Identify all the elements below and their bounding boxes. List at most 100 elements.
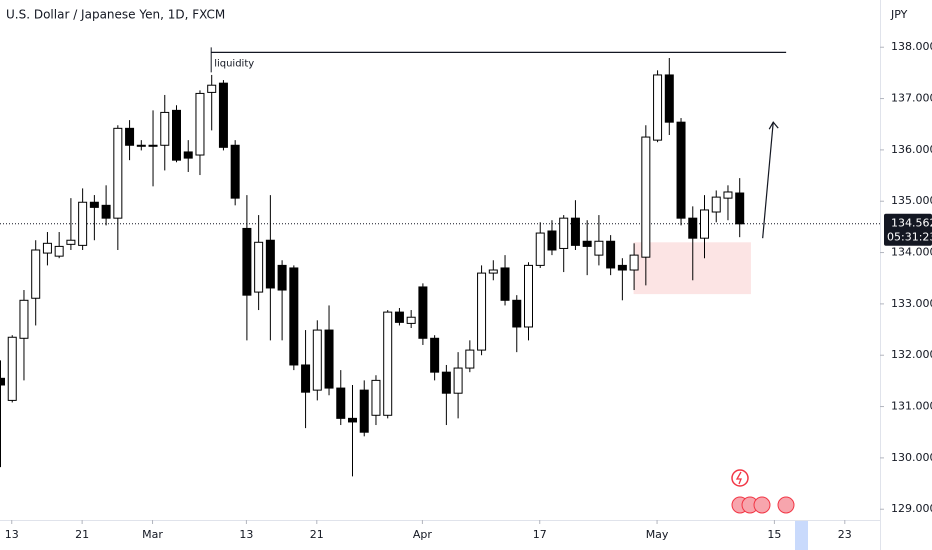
candle-body [31, 249, 41, 299]
candle-body [277, 264, 287, 291]
candle-body [606, 240, 616, 269]
y-tick-label: 131.000 [891, 400, 932, 413]
candle-body [688, 217, 698, 239]
candle-body [617, 264, 627, 271]
countdown-label: 05:31:23 [887, 231, 932, 244]
candle-body [254, 241, 264, 293]
candle-body [78, 201, 88, 246]
candle-body [465, 349, 475, 369]
candle-body [301, 364, 311, 393]
candle-body [535, 232, 545, 266]
icon-glyph [735, 471, 742, 485]
arrow-line [762, 122, 774, 239]
candle-body [54, 245, 64, 257]
candle-body [136, 144, 146, 147]
x-tick-label: May [646, 528, 669, 541]
time-axis-highlight [795, 521, 808, 550]
candle-body [195, 92, 205, 156]
candle-body [0, 377, 5, 386]
candle-body [101, 204, 111, 219]
candle-body [453, 367, 463, 394]
liquidity-label: liquidity [214, 58, 254, 69]
candle-body [441, 371, 451, 394]
candle-body [7, 336, 17, 401]
x-tick-label: Apr [413, 528, 433, 541]
x-tick-label: 15 [767, 528, 781, 541]
candle-body [524, 264, 533, 328]
indicator-icons [731, 469, 795, 514]
candle-body [477, 272, 487, 351]
candle-body [172, 109, 181, 161]
x-tick-label: 13 [239, 528, 253, 541]
candle-body [113, 127, 123, 219]
candle-body [336, 387, 346, 419]
icon[interactable] [731, 469, 749, 487]
candle-body [160, 111, 170, 146]
x-tick-label: Mar [142, 528, 163, 541]
last-price-box [884, 213, 932, 246]
currency-label: JPY [890, 8, 908, 21]
x-tick-label: 23 [838, 528, 852, 541]
y-tick-label: 129.000 [891, 502, 932, 515]
candle-body [383, 311, 393, 416]
candle-body [488, 269, 498, 274]
icon[interactable] [777, 496, 795, 514]
candle-body [629, 254, 639, 271]
plot-area: liquidity [0, 47, 880, 477]
candle-body [711, 196, 721, 213]
candle-body [125, 127, 135, 146]
candle-body [19, 299, 29, 339]
x-tick-label: 13 [5, 528, 19, 541]
candle-body [664, 74, 674, 123]
last-price-label: 134.562 [891, 217, 932, 230]
candle-body [183, 151, 193, 159]
candle-body [735, 192, 745, 225]
candle-body [512, 299, 522, 328]
candle-body [653, 74, 663, 141]
candle-body [42, 242, 52, 254]
y-tick-label: 136.000 [891, 143, 932, 156]
candle-body [359, 389, 369, 433]
candle-body [207, 84, 217, 93]
x-tick-label: 21 [310, 528, 324, 541]
candle-body [89, 201, 99, 208]
y-tick-label: 138.000 [891, 40, 932, 53]
candle-body [394, 311, 404, 323]
candle-body [406, 316, 416, 324]
candle-body [324, 329, 334, 389]
y-tick-label: 133.000 [891, 297, 932, 310]
candle-body [148, 144, 158, 147]
y-tick-label: 135.000 [891, 194, 932, 207]
candle-body [348, 417, 357, 423]
y-tick-label: 130.000 [891, 451, 932, 464]
candle-body [582, 240, 592, 247]
demand-zone [633, 242, 751, 295]
candle-body [500, 267, 510, 301]
icon[interactable] [753, 496, 771, 514]
x-tick-label: 21 [75, 528, 89, 541]
candle-body [700, 209, 709, 239]
candle-body [676, 121, 686, 219]
candle-body [418, 286, 428, 339]
candle-body [594, 240, 604, 256]
chart-title: U.S. Dollar / Japanese Yen, 1D, FXCM [6, 8, 225, 22]
y-tick-label: 132.000 [891, 348, 932, 361]
candle-body [641, 136, 651, 258]
candle-body [242, 227, 252, 296]
price-axis-border [880, 0, 881, 550]
candle-body [723, 191, 733, 199]
candle-body [371, 379, 381, 416]
candle-body [430, 337, 440, 373]
y-tick-label: 134.000 [891, 246, 932, 259]
candle-body [559, 217, 569, 249]
y-tick-label: 137.000 [891, 92, 932, 105]
candle-body [218, 82, 228, 148]
arrow-head [768, 121, 779, 130]
candle-body [312, 329, 322, 391]
x-tick-label: 17 [533, 528, 547, 541]
candle-body [230, 144, 240, 199]
candle-body [570, 217, 580, 246]
candle-body [289, 267, 299, 366]
candle-body [66, 239, 76, 245]
